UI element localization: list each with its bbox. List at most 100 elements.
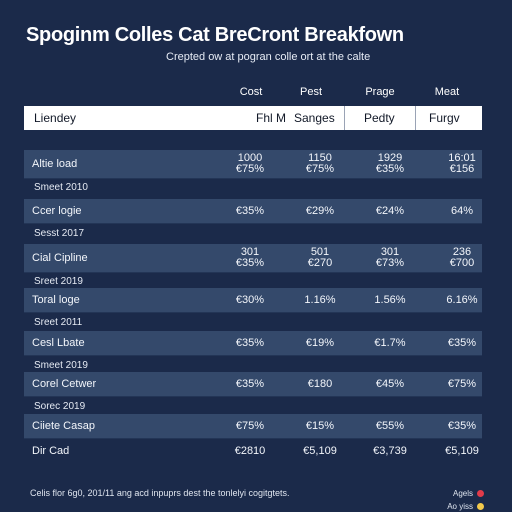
table-cell: 1000 €75% — [220, 153, 280, 175]
table-row: Ccer logie €35% €29% €24% 64% — [24, 199, 482, 224]
cell-line: 1.56% — [374, 293, 406, 306]
table-row: Ciiete Casap €75% €15% €55% €35% — [24, 414, 482, 439]
cell-line: €700 — [449, 257, 475, 269]
cell-line: €75% — [235, 163, 265, 175]
chart-subtitle: Crepted ow at pogran colle ort at the ca… — [166, 51, 371, 63]
cell-line: 301 — [240, 246, 260, 258]
header-column-3: Pedty — [364, 111, 395, 125]
legend-item: Agels — [453, 489, 484, 498]
total-cell: €5,109 — [445, 445, 479, 457]
cell-line: €75% — [235, 419, 265, 432]
row-label: Corel Cetwer — [32, 378, 97, 390]
cell-line: €270 — [307, 257, 333, 269]
header-column-1: Fhl M — [256, 111, 286, 125]
cell-line: €24% — [375, 204, 405, 217]
header-divider — [415, 106, 416, 130]
table-row: Altie load 1000 €75% 1150 €75% 1929 €35% 16:01 €… — [24, 150, 482, 179]
table-cell: 1929 €35% — [360, 153, 420, 175]
cell-line: €156 — [449, 163, 475, 175]
legend-label: Agels — [452, 489, 473, 498]
column-top-label-pest: Pest — [299, 86, 322, 98]
cell-line: €15% — [305, 419, 335, 432]
cell-line: €35% — [447, 336, 477, 349]
row-label: Cial Cipline — [32, 252, 88, 264]
row-label: Ciiete Casap — [32, 420, 95, 432]
table-cell: €29% — [290, 204, 350, 217]
cell-line: €73% — [375, 257, 405, 269]
cell-line: €45% — [375, 377, 405, 390]
header-column-2: Sanges — [294, 111, 335, 125]
cell-line: €19% — [305, 336, 335, 349]
legend-item: Ao yiss — [447, 502, 484, 511]
table-cell: €30% — [220, 293, 280, 306]
row-label: Cesl Lbate — [32, 337, 85, 349]
table-cell: €1.7% — [360, 337, 420, 349]
group-label: Smeet 2019 — [34, 360, 88, 371]
header-divider — [344, 106, 345, 130]
table-cell: 16:01 €156 — [432, 153, 492, 175]
cell-line: 236 — [452, 246, 472, 258]
table-cell: €19% — [290, 336, 350, 349]
cell-line: 64% — [450, 204, 474, 217]
chart-title: Spoginm Colles Cat BreCront Breakfown — [26, 24, 404, 46]
table-cell: €45% — [360, 377, 420, 390]
total-cell: €5,109 — [303, 445, 337, 457]
row-label: Ccer logie — [32, 205, 82, 217]
table-cell: 301 €35% — [220, 247, 280, 269]
table-cell: 1150 €75% — [290, 153, 350, 175]
table-cell: €180 — [290, 377, 350, 390]
column-top-label-prage: Prage — [365, 86, 395, 98]
cell-line: €55% — [375, 419, 405, 432]
group-label: Sreet 2011 — [34, 317, 83, 328]
table-cell: €35% — [220, 377, 280, 390]
cell-line: 6.16% — [446, 293, 478, 306]
table-cell: €35% — [220, 337, 280, 349]
column-top-label-cost: Cost — [239, 86, 263, 98]
group-label: Sorec 2019 — [34, 401, 86, 412]
cell-line: €35% — [235, 377, 265, 390]
header-column-4: Furgv — [429, 111, 460, 125]
footnote: Celis flor 6g0, 201/11 ang acd inpuprs d… — [30, 488, 290, 498]
legend-swatch — [477, 490, 484, 497]
row-label: Toral loge — [32, 294, 80, 306]
table-cell: 1.16% — [290, 294, 350, 306]
cell-line: 501 — [310, 246, 330, 258]
table-cell: €55% — [360, 419, 420, 432]
table-cell: 1.56% — [360, 293, 420, 306]
group-label: Sreet 2019 — [34, 276, 83, 287]
cell-line: €180 — [307, 377, 333, 390]
cell-line: €30% — [235, 293, 265, 306]
cell-line: €35% — [235, 204, 265, 217]
cell-line: 1929 — [377, 152, 403, 164]
table-cell: €35% — [432, 336, 492, 349]
table-cell: 236 €700 — [432, 247, 492, 269]
table-cell: 301 €73% — [360, 247, 420, 269]
header-label: Liendey — [34, 111, 77, 125]
legend-swatch — [477, 503, 484, 510]
table-row: Corel Cetwer €35% €180 €45% €75% — [24, 372, 482, 397]
table-total-row: Dir Cad €2810 €5,109 €3,739 €5,109 — [24, 440, 482, 462]
table-row: Cesl Lbate €35% €19% €1.7% €35% — [24, 331, 482, 356]
table-cell: €75% — [220, 419, 280, 432]
cell-line: €35% — [375, 163, 405, 175]
cell-line: €35% — [235, 257, 265, 269]
cell-line: €75% — [447, 377, 477, 390]
table-header-row: Liendey Fhl M Sanges Pedty Furgv — [24, 106, 482, 130]
total-cell: €2810 — [234, 445, 266, 457]
row-label: Altie load — [32, 158, 78, 170]
cell-line: 1150 — [308, 152, 332, 164]
group-label: Sesst 2017 — [34, 228, 85, 239]
table-cell: €15% — [290, 419, 350, 432]
table-cell: €75% — [432, 377, 492, 390]
table-cell: 64% — [432, 204, 492, 217]
cell-line: 1000 — [237, 152, 263, 164]
cell-line: €29% — [305, 204, 335, 217]
group-label: Smeet 2010 — [34, 182, 88, 193]
cell-line: €35% — [447, 419, 477, 432]
table-cell: €35% — [220, 204, 280, 217]
legend-label: Ao yiss — [447, 502, 473, 511]
column-top-label-meat: Meat — [434, 86, 460, 98]
table-cell: €24% — [360, 204, 420, 217]
table-row: Toral loge €30% 1.16% 1.56% 6.16% — [24, 288, 482, 313]
table-cell: €35% — [432, 419, 492, 432]
